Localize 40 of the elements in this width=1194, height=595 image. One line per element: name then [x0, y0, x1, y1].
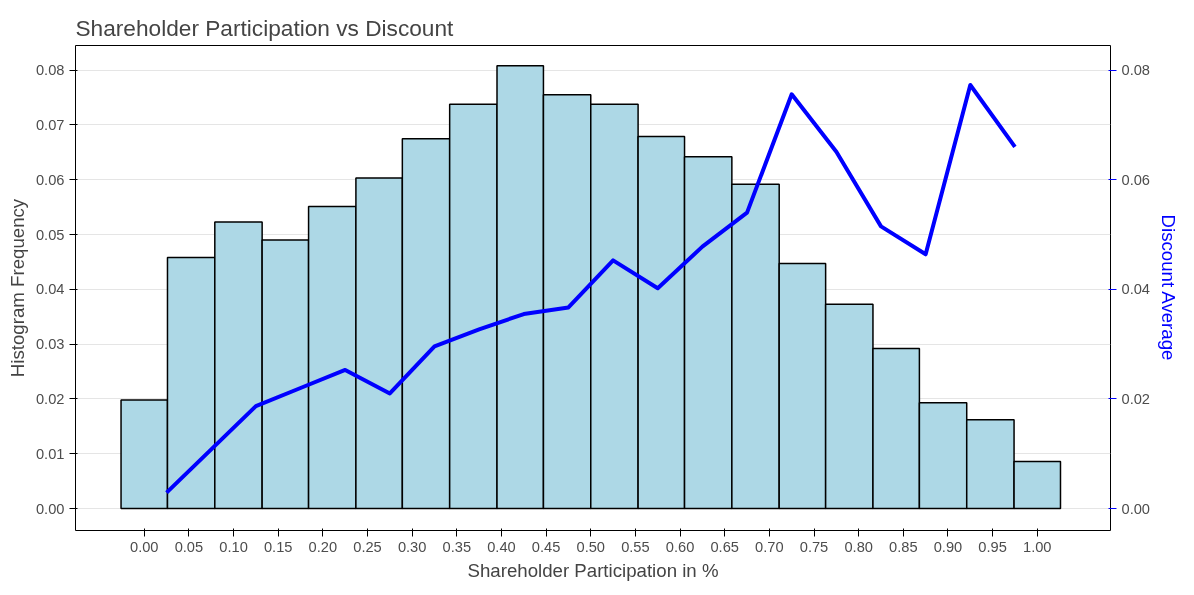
- y2-tick-label: 0.02: [1121, 390, 1151, 407]
- x-tick-label: 0.60: [665, 538, 695, 555]
- x-tick-label: 0.85: [889, 538, 918, 555]
- x-tick-label: 0.40: [487, 538, 516, 555]
- x-tick-label: 0.75: [799, 538, 829, 555]
- x-tick-label: 0.00: [130, 538, 159, 555]
- x-tick-label: 0.25: [353, 538, 382, 555]
- y-axis-title: Histogram Frequency: [6, 198, 28, 378]
- x-tick-label: 0.50: [576, 538, 606, 555]
- y-tick-label: 0.05: [35, 226, 65, 243]
- line-series: [164, 82, 1017, 495]
- x-tick-label: 0.65: [710, 538, 739, 555]
- x-tick-label: 0.05: [174, 538, 204, 555]
- x-tick-label: 0.90: [933, 538, 963, 555]
- y-tick-label: 0.01: [35, 445, 65, 462]
- y2-tick-label: 0.08: [1121, 62, 1151, 79]
- x-tick-label: 0.15: [263, 538, 293, 555]
- x-tick-label: 0.80: [844, 538, 873, 555]
- x-tick-label: 0.45: [531, 538, 561, 555]
- x-tick-label: 0.10: [219, 538, 248, 555]
- y-tick-label: 0.03: [35, 336, 65, 353]
- x-tick-label: 0.35: [442, 538, 472, 555]
- chart-title: Shareholder Participation vs Discount: [75, 14, 454, 41]
- y2-tick-label: 0.04: [1121, 281, 1151, 298]
- y-tick-label: 0.04: [35, 281, 65, 298]
- y-tick-label: 0.07: [35, 116, 65, 133]
- x-tick-label: 0.30: [397, 538, 427, 555]
- y-tick-label: 0.06: [35, 171, 65, 188]
- x-tick-label: 0.70: [755, 538, 784, 555]
- y2-axis-title: Discount Average: [1158, 214, 1180, 361]
- y-tick-label: 0.02: [35, 390, 65, 407]
- x-tick-label: 0.95: [978, 538, 1007, 555]
- x-tick-label: 0.20: [308, 538, 338, 555]
- y2-tick-label: 0.00: [1121, 500, 1151, 517]
- x-axis-title: Shareholder Participation in %: [467, 559, 719, 581]
- y-tick-label: 0.00: [35, 500, 65, 517]
- y-tick-label: 0.08: [35, 62, 65, 79]
- y2-tick-label: 0.06: [1121, 171, 1151, 188]
- x-tick-label: 1.00: [1023, 538, 1052, 555]
- x-tick-label: 0.55: [621, 538, 650, 555]
